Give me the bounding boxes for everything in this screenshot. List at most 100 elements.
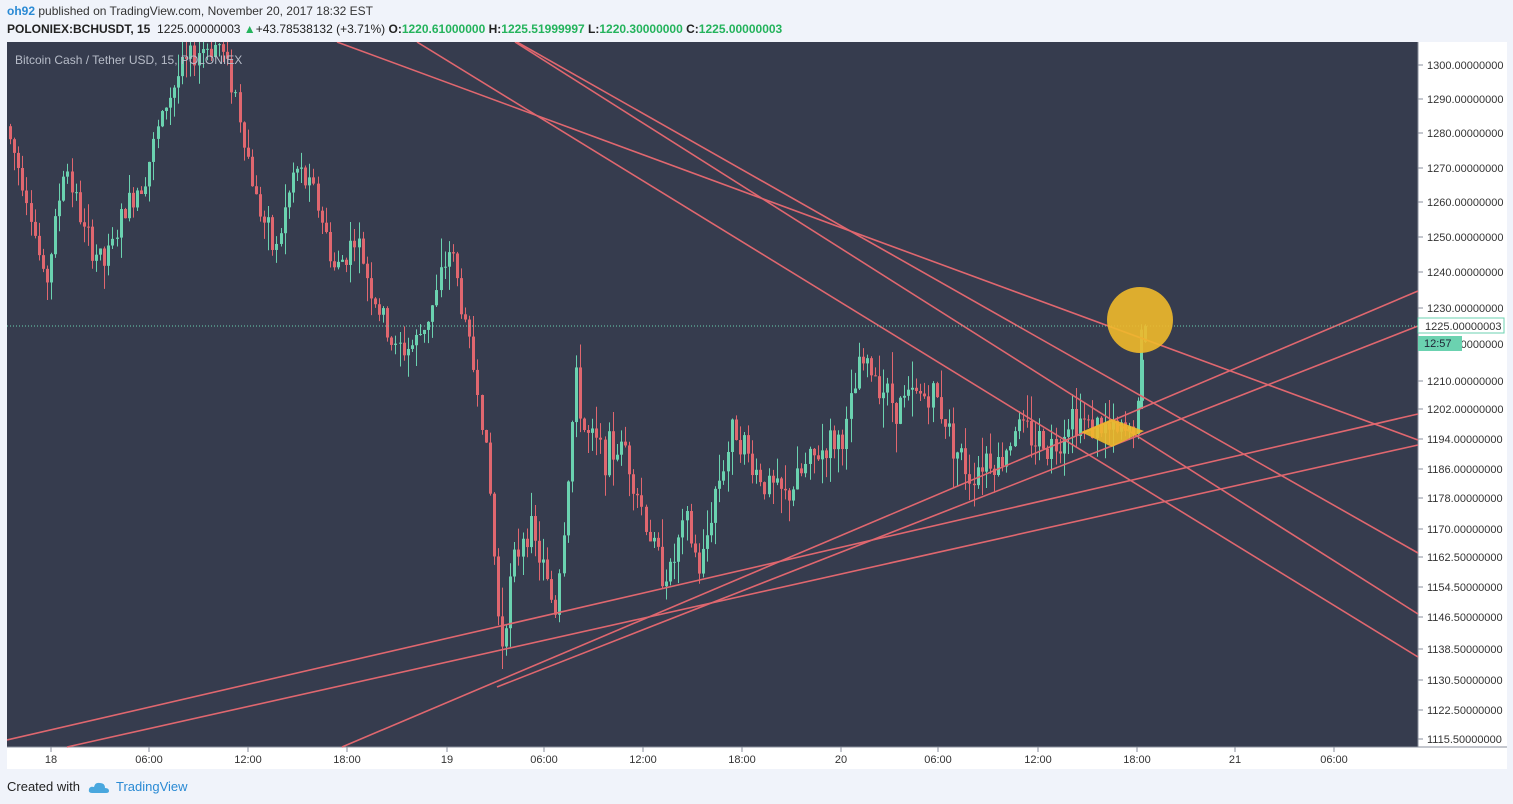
price-chart[interactable]: 1300.00000000 1290.00000000 1280.00000000 1…	[6, 26, 1507, 769]
candle-body	[206, 48, 209, 50]
y-tick-label: 1210.00000000	[1427, 376, 1503, 388]
candle-body	[903, 395, 906, 398]
candle-body	[87, 226, 90, 228]
candle-body	[927, 396, 930, 408]
candle-body	[706, 535, 709, 549]
candle-body	[702, 548, 705, 574]
candle-body	[587, 430, 590, 433]
x-tick-label: 06:00	[924, 754, 952, 766]
candle-body	[378, 304, 381, 315]
candle-body	[964, 448, 967, 475]
candle-body	[95, 254, 98, 261]
candle-body	[472, 336, 475, 370]
y-tick-label: 1138.50000000	[1427, 644, 1503, 656]
candle-body	[698, 552, 701, 574]
candle-body	[292, 172, 295, 193]
candle-body	[993, 468, 996, 476]
candle-body	[677, 537, 680, 562]
candle-body	[817, 455, 820, 460]
last-price-axis-label: 1225.00000003	[1425, 321, 1501, 333]
trendline[interactable]	[6, 413, 1419, 741]
candle-body	[727, 451, 730, 472]
time-axis[interactable]	[7, 747, 1507, 769]
consolidation-highlight[interactable]	[1081, 419, 1144, 447]
y-tick-label: 1122.50000000	[1427, 705, 1503, 717]
chart-header: oh92 published on TradingView.com, Novem…	[0, 0, 1513, 42]
candle-body	[25, 190, 28, 204]
candle-body	[575, 367, 578, 423]
trendline[interactable]	[516, 41, 1419, 554]
highlights-group	[1081, 287, 1173, 447]
candle-body	[468, 319, 471, 337]
candle-body	[591, 428, 594, 433]
candle-body	[99, 248, 102, 255]
candle-body	[321, 210, 324, 223]
tradingview-brand-link[interactable]: TradingView	[88, 779, 188, 795]
candle-body	[636, 493, 639, 496]
low-value: 1220.30000000	[599, 22, 683, 36]
candle-body	[284, 207, 287, 234]
candle-body	[784, 488, 787, 491]
candle-body	[79, 192, 82, 223]
candle-body	[476, 369, 479, 396]
trendline[interactable]	[496, 325, 1419, 688]
y-tick-label: 1202.00000000	[1427, 404, 1503, 416]
candle-body	[616, 454, 619, 460]
candle-body	[71, 171, 74, 193]
author-link[interactable]: oh92	[7, 4, 36, 18]
candle-body	[358, 238, 361, 248]
y-tick-label: 1280.00000000	[1427, 128, 1503, 140]
candle-body	[694, 543, 697, 553]
candle-body	[17, 152, 20, 168]
x-tick-label: 18:00	[728, 754, 756, 766]
candle-body	[62, 176, 65, 201]
candle-body	[911, 387, 914, 390]
candle-body	[956, 452, 959, 459]
candle-body	[837, 434, 840, 450]
ohlc-line: POLONIEX:BCHUSDT, 15 1225.00000003 ▲+43.…	[7, 22, 782, 36]
candle-body	[821, 450, 824, 460]
breakout-highlight-circle[interactable]	[1107, 287, 1173, 353]
candle-body	[772, 475, 775, 483]
candle-body	[58, 200, 61, 217]
x-tick-label: 12:00	[629, 754, 657, 766]
candle-body	[152, 138, 155, 162]
candle-body	[444, 266, 447, 268]
candle-body	[189, 45, 192, 59]
candle-body	[144, 186, 147, 195]
trendline[interactable]	[341, 290, 1419, 748]
candle-body	[165, 107, 168, 112]
y-tick-label: 1240.00000000	[1427, 267, 1503, 279]
candle-body	[202, 49, 205, 54]
candle-body	[198, 53, 201, 66]
candle-body	[632, 474, 635, 494]
candle-body	[181, 57, 184, 77]
trendline[interactable]	[416, 41, 1419, 658]
trendline[interactable]	[514, 41, 1419, 615]
candle-body	[460, 278, 463, 315]
candle-body	[210, 48, 213, 58]
candle-body	[382, 308, 385, 315]
candle-body	[513, 549, 516, 577]
open-value: 1220.61000000	[401, 22, 486, 36]
candle-body	[681, 520, 684, 538]
chart-area[interactable]: 1300.00000000 1290.00000000 1280.00000000 1…	[6, 26, 1507, 769]
published-text: published on TradingView.com, November 2…	[38, 4, 374, 18]
high-value: 1225.51999997	[501, 22, 585, 36]
high-label: H:	[488, 22, 502, 36]
candle-body	[157, 126, 160, 139]
candle-body	[686, 511, 689, 521]
change-value: +43.78538132 (+3.71%)	[255, 22, 386, 36]
x-tick-label: 06:00	[135, 754, 163, 766]
candle-body	[403, 342, 406, 356]
x-tick-label: 21	[1229, 754, 1241, 766]
price-axis[interactable]	[1418, 42, 1507, 747]
trendline[interactable]	[66, 444, 1419, 748]
candle-body	[259, 194, 262, 217]
x-tick-label: 12:00	[1024, 754, 1052, 766]
candle-body	[669, 561, 672, 582]
last-price: 1225.00000003	[157, 22, 241, 36]
candle-body	[218, 44, 221, 46]
trendline[interactable]	[336, 41, 1419, 441]
y-tick-label: 1186.00000000	[1427, 464, 1503, 476]
